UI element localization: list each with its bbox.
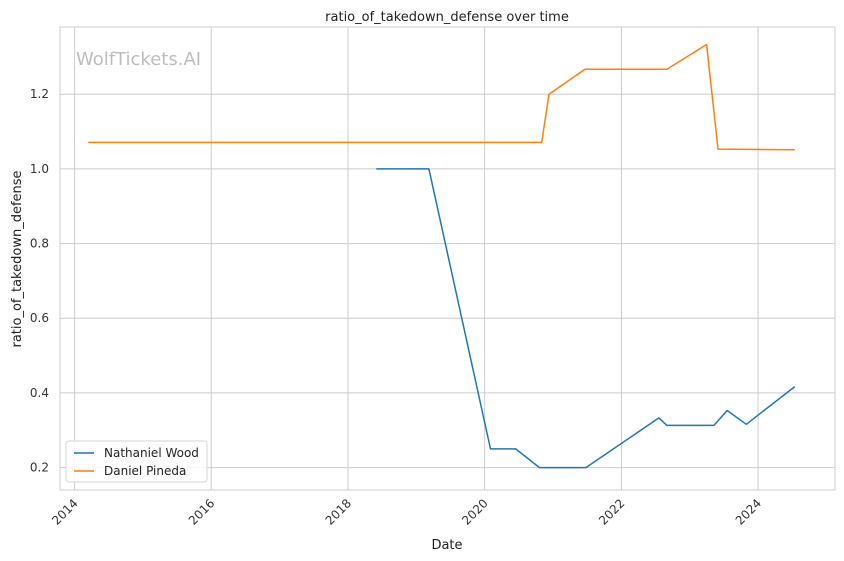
- y-tick-label: 0.8: [30, 237, 49, 251]
- x-tick-label: 2014: [49, 496, 80, 527]
- x-tick-label: 2016: [186, 496, 217, 527]
- x-tick-label: 2018: [323, 496, 354, 527]
- x-tick-label: 2020: [459, 496, 490, 527]
- y-tick-label: 0.4: [30, 386, 49, 400]
- plot-area: [59, 26, 836, 491]
- x-tick-label: 2024: [733, 496, 764, 527]
- watermark: WolfTickets.AI: [76, 49, 201, 70]
- series-line-0: [376, 168, 796, 469]
- x-axis-label: Date: [431, 538, 462, 553]
- legend: Nathaniel Wood Daniel Pineda: [65, 440, 208, 483]
- legend-label: Nathaniel Wood: [104, 446, 199, 460]
- x-tick-label: 2022: [596, 496, 627, 527]
- y-tick-label: 1.2: [30, 87, 49, 101]
- y-tick-label: 0.6: [30, 311, 49, 325]
- series-line-1: [88, 43, 795, 151]
- y-tick-label: 0.2: [30, 461, 49, 475]
- x-tick-labels: 2014 2016 2018 2020 2022 2024: [49, 496, 764, 527]
- y-tick-labels: 0.2 0.4 0.6 0.8 1.0 1.2: [30, 87, 49, 474]
- y-axis-label: ratio_of_takedown_defense: [10, 170, 25, 347]
- legend-label: Daniel Pineda: [104, 464, 186, 478]
- y-tick-label: 1.0: [30, 162, 49, 176]
- legend-box: [65, 440, 208, 483]
- series-layer: [88, 43, 796, 469]
- chart-title: ratio_of_takedown_defense over time: [325, 10, 569, 25]
